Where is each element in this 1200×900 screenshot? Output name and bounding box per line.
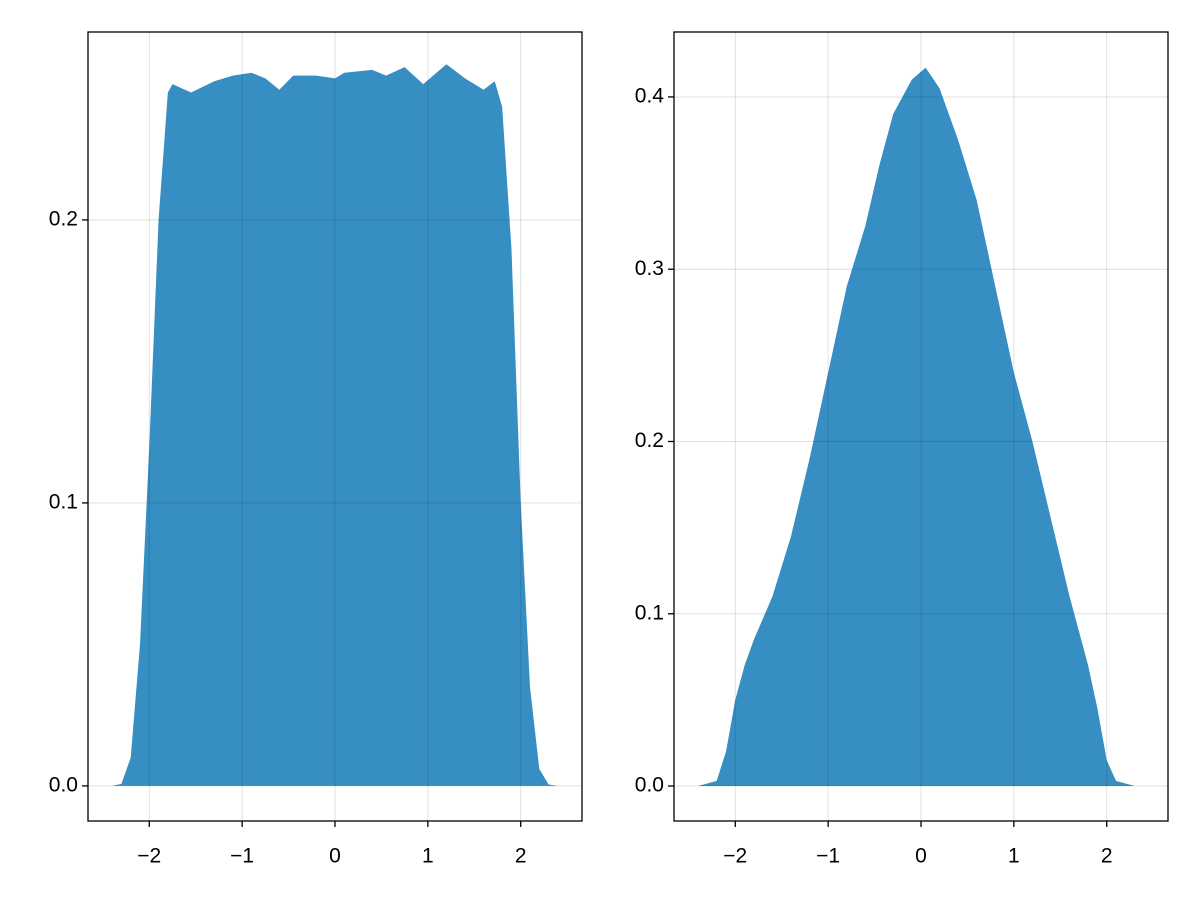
y-tick-label: 0.4 — [635, 84, 665, 107]
y-tick-label: 0.1 — [49, 490, 78, 513]
density-area — [112, 64, 558, 786]
y-tick-label: 0.0 — [635, 774, 664, 797]
x-tick-label: −1 — [816, 845, 840, 868]
density-area — [698, 67, 1135, 787]
y-tick-label: 0.1 — [635, 601, 664, 624]
x-tick-label: 2 — [1101, 845, 1113, 868]
y-tick-label: 0.2 — [49, 207, 78, 230]
x-tick-label: 1 — [422, 845, 434, 868]
y-tick-label: 0.0 — [49, 773, 78, 796]
y-tick-label: 0.2 — [635, 429, 664, 452]
y-tick-label: 0.3 — [635, 257, 664, 280]
x-tick-label: 0 — [915, 845, 927, 868]
x-tick-label: 2 — [515, 845, 527, 868]
x-tick-label: −2 — [137, 845, 161, 868]
x-tick-label: −1 — [230, 845, 254, 868]
x-tick-label: 0 — [329, 845, 341, 868]
x-tick-label: −2 — [723, 845, 747, 868]
x-tick-label: 1 — [1008, 845, 1020, 868]
